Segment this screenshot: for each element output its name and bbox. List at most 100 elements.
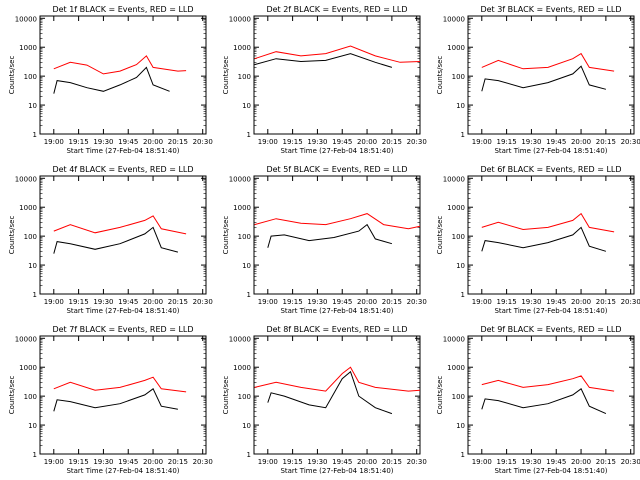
plot-frame [253,15,421,135]
panel-6: Det 6f BLACK = Events, RED = LLD 1 10 100 10… [436,165,640,315]
x-tick-label: 19:00 [258,458,278,466]
lld-series-line [254,45,421,63]
panel-title: Det 5f BLACK = Events, RED = LLD [266,165,407,174]
y-tick-label: 10000 [229,335,251,343]
panel-7: Det 7f BLACK = Events, RED = LLD 1 10 100 10… [8,325,213,475]
y-tick-label: 100 [24,393,37,401]
y-tick-label: 10 [456,262,465,270]
y-tick-label: 10 [242,102,251,110]
events-series-line [481,65,607,92]
x-tick-label: 19:15 [497,138,517,146]
x-tick-label: 19:00 [258,298,278,306]
x-tick-label: 19:30 [93,138,113,146]
x-tick-label: 20:30 [407,458,427,466]
panel-2: Det 2f BLACK = Events, RED = LLD 1 10 100 10… [222,5,427,155]
x-tick-label: 20:30 [193,138,213,146]
y-tick-label: 10 [456,102,465,110]
x-tick-label: 19:15 [497,298,517,306]
x-tick-label: 19:15 [283,298,303,306]
panel-title: Det 8f BLACK = Events, RED = LLD [266,325,407,334]
events-series-line [53,226,179,254]
x-tick-label: 20:00 [571,458,591,466]
y-axis-label: Counts/sec [8,216,16,255]
x-axis-label: Start Time (27-Feb-04 18:51:40) [280,467,393,475]
x-axis-label: Start Time (27-Feb-04 18:51:40) [66,147,179,155]
y-tick-label: 10 [28,262,37,270]
y-tick-label: 10000 [15,335,37,343]
y-tick-label: 1000 [447,204,465,212]
y-tick-label: 1 [33,291,37,299]
x-tick-label: 20:15 [382,138,402,146]
x-axis-label: Start Time (27-Feb-04 18:51:40) [66,467,179,475]
y-tick-label: 10 [242,422,251,430]
x-tick-label: 20:30 [621,138,640,146]
events-series-line [481,388,607,415]
x-tick-label: 19:00 [44,458,64,466]
panel-title: Det 2f BLACK = Events, RED = LLD [266,5,407,14]
y-tick-label: 1000 [447,44,465,52]
y-tick-label: 1 [33,451,37,459]
x-tick-label: 19:45 [118,458,138,466]
y-tick-label: 1000 [19,44,37,52]
x-tick-label: 20:30 [621,298,640,306]
events-series-line [53,66,170,94]
plot-frame [39,335,207,455]
y-axis-label: Counts/sec [8,376,16,415]
panel-title: Det 6f BLACK = Events, RED = LLD [480,165,621,174]
y-tick-label: 10 [28,102,37,110]
y-tick-label: 10000 [229,175,251,183]
panel-4: Det 4f BLACK = Events, RED = LLD 1 10 100 10… [8,165,213,315]
x-tick-label: 20:30 [407,298,427,306]
x-tick-label: 19:30 [521,298,541,306]
x-tick-label: 19:00 [44,138,64,146]
x-tick-label: 20:15 [168,458,188,466]
x-axis-label: Start Time (27-Feb-04 18:51:40) [280,307,393,315]
y-tick-label: 100 [24,73,37,81]
panel-5: Det 5f BLACK = Events, RED = LLD 1 10 100 10… [222,165,427,315]
events-series-line [267,223,393,248]
x-tick-label: 20:30 [193,458,213,466]
y-axis-label: Counts/sec [222,216,230,255]
x-tick-label: 20:00 [571,138,591,146]
y-tick-label: 1000 [233,364,251,372]
x-tick-label: 19:30 [521,458,541,466]
x-tick-label: 19:45 [118,298,138,306]
plot-frame [253,335,421,455]
x-tick-label: 20:30 [621,458,640,466]
x-axis-label: Start Time (27-Feb-04 18:51:40) [494,147,607,155]
x-tick-label: 19:00 [44,298,64,306]
lld-series-line [254,366,421,392]
y-tick-label: 10 [242,262,251,270]
y-tick-label: 100 [238,73,251,81]
panel-1: Det 1f BLACK = Events, RED = LLD 1 10 100 10… [8,5,213,155]
x-tick-label: 20:15 [382,298,402,306]
x-tick-label: 19:45 [332,138,352,146]
y-tick-label: 1000 [233,204,251,212]
x-tick-label: 19:30 [93,458,113,466]
x-tick-label: 19:00 [472,298,492,306]
plot-frame [467,15,635,135]
y-tick-label: 10000 [229,15,251,23]
plot-frame [39,175,207,295]
x-tick-label: 20:15 [168,298,188,306]
x-tick-label: 19:45 [332,298,352,306]
x-tick-label: 20:00 [357,138,377,146]
lld-series-line [481,52,615,72]
x-tick-label: 19:45 [546,458,566,466]
x-tick-label: 19:00 [258,138,278,146]
x-tick-label: 19:15 [69,298,89,306]
plot-frame [467,175,635,295]
x-tick-label: 19:15 [69,138,89,146]
events-series-line [254,53,393,68]
x-tick-label: 20:00 [143,458,163,466]
events-series-line [481,226,607,252]
y-tick-label: 1000 [447,364,465,372]
x-tick-label: 19:45 [332,458,352,466]
y-tick-label: 10 [28,422,37,430]
y-tick-label: 1000 [233,44,251,52]
x-tick-label: 20:00 [143,138,163,146]
y-tick-label: 100 [452,73,465,81]
panel-title: Det 9f BLACK = Events, RED = LLD [480,325,621,334]
y-tick-label: 100 [238,393,251,401]
